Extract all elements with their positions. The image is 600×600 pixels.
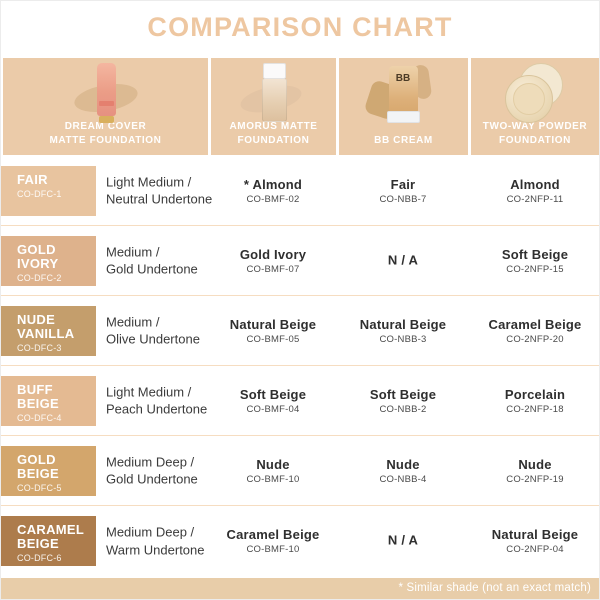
shade-code: CO-DFC-5 [17, 483, 62, 494]
powder-compact-icon [493, 61, 577, 127]
shade-code: CO-DFC-3 [17, 343, 62, 354]
product-label: DREAM COVER MATTE FOUNDATION [49, 121, 162, 146]
shade-swatch: NUDE VANILLA CO-DFC-3 [1, 306, 96, 356]
foundation-tube-icon [64, 61, 148, 127]
shade-name: NUDE VANILLA [17, 312, 75, 342]
match-amorus-matte: Natural Beige CO-BMF-05 [229, 316, 317, 345]
shade-swatch: FAIR CO-DFC-1 [1, 166, 96, 216]
product-column-amorus-matte: AMORUS MATTE FOUNDATION [211, 58, 336, 155]
shade-code: CO-DFC-4 [17, 413, 62, 424]
undertone-description: Medium Deep / Gold Undertone [106, 453, 198, 487]
product-label: BB CREAM [374, 135, 433, 146]
shade-name: FAIR [17, 172, 48, 187]
match-two-way-powder: Soft Beige CO-2NFP-15 [501, 246, 569, 275]
match-amorus-matte: Soft Beige CO-BMF-04 [239, 386, 307, 415]
product-column-bb-cream: BB BB CREAM [339, 58, 468, 155]
comparison-table-body: FAIR CO-DFC-1 Light Medium / Neutral Und… [1, 156, 599, 576]
table-row-gold-ivory: GOLD IVORY CO-DFC-2 Medium / Gold Undert… [1, 226, 599, 296]
match-two-way-powder: Almond CO-2NFP-11 [506, 176, 564, 205]
shade-swatch: CARAMEL BEIGE CO-DFC-6 [1, 516, 96, 566]
shade-code: CO-DFC-2 [17, 273, 62, 284]
table-row-gold-beige: GOLD BEIGE CO-DFC-5 Medium Deep / Gold U… [1, 436, 599, 506]
match-amorus-matte: Nude CO-BMF-10 [246, 456, 300, 485]
shade-swatch: GOLD BEIGE CO-DFC-5 [1, 446, 96, 496]
match-bb-cream: Natural Beige CO-NBB-3 [359, 316, 447, 345]
table-row-caramel-beige: CARAMEL BEIGE CO-DFC-6 Medium Deep / War… [1, 506, 599, 576]
undertone-description: Medium / Olive Undertone [106, 313, 200, 347]
table-row-nude-vanilla: NUDE VANILLA CO-DFC-3 Medium / Olive Und… [1, 296, 599, 366]
undertone-description: Light Medium / Neutral Undertone [106, 173, 213, 207]
product-label: TWO-WAY POWDER FOUNDATION [482, 121, 588, 146]
foundation-bottle-icon [232, 61, 316, 127]
product-column-dream-cover: DREAM COVER MATTE FOUNDATION [3, 58, 208, 155]
match-two-way-powder: Caramel Beige CO-2NFP-20 [488, 316, 582, 345]
bb-cream-tube-icon: BB [362, 61, 446, 127]
shade-swatch: GOLD IVORY CO-DFC-2 [1, 236, 96, 286]
match-bb-cream: N / A [387, 252, 419, 267]
product-label: AMORUS MATTE FOUNDATION [229, 121, 318, 146]
shade-name: CARAMEL BEIGE [17, 522, 84, 552]
match-bb-cream: Fair CO-NBB-7 [379, 176, 427, 205]
match-two-way-powder: Natural Beige CO-2NFP-04 [491, 527, 579, 555]
table-row-fair: FAIR CO-DFC-1 Light Medium / Neutral Und… [1, 156, 599, 226]
undertone-description: Medium / Gold Undertone [106, 243, 198, 277]
footnote-bar: * Similar shade (not an exact match) [1, 578, 599, 599]
match-amorus-matte: Gold Ivory CO-BMF-07 [239, 246, 307, 275]
page-title: COMPARISON CHART [147, 12, 453, 42]
match-amorus-matte: * Almond CO-BMF-02 [243, 176, 303, 205]
match-amorus-matte: Caramel Beige CO-BMF-10 [226, 527, 320, 555]
bb-label: BB [388, 66, 418, 112]
shade-name: GOLD IVORY [17, 242, 59, 272]
shade-swatch: BUFF BEIGE CO-DFC-4 [1, 376, 96, 426]
match-bb-cream: N / A [387, 532, 419, 548]
match-two-way-powder: Nude CO-2NFP-19 [506, 456, 564, 485]
product-header-row: DREAM COVER MATTE FOUNDATION AMORUS MATT… [3, 58, 599, 155]
match-two-way-powder: Porcelain CO-2NFP-18 [504, 386, 566, 415]
match-bb-cream: Nude CO-NBB-4 [379, 456, 427, 485]
shade-code: CO-DFC-6 [17, 553, 62, 564]
shade-name: GOLD BEIGE [17, 452, 59, 482]
match-bb-cream: Soft Beige CO-NBB-2 [369, 386, 437, 415]
undertone-description: Light Medium / Peach Undertone [106, 383, 208, 417]
undertone-description: Medium Deep / Warm Undertone [106, 524, 205, 557]
product-column-two-way-powder: TWO-WAY POWDER FOUNDATION [471, 58, 599, 155]
shade-code: CO-DFC-1 [17, 189, 62, 200]
table-row-buff-beige: BUFF BEIGE CO-DFC-4 Light Medium / Peach… [1, 366, 599, 436]
shade-name: BUFF BEIGE [17, 382, 59, 412]
